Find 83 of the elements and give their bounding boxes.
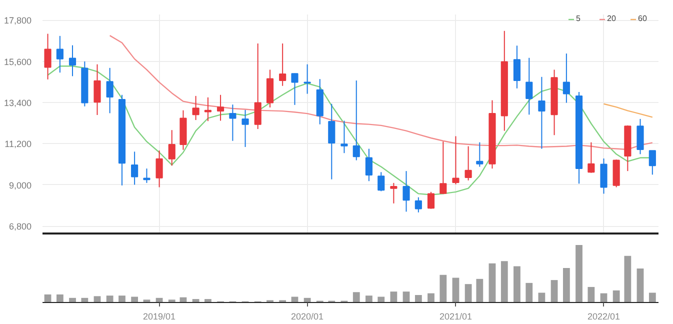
- candlestick: [513, 45, 521, 89]
- candlestick: [168, 130, 176, 166]
- candlestick: [464, 146, 472, 181]
- bar: [366, 296, 372, 302]
- legend-label: 5: [576, 14, 582, 23]
- bar: [488, 263, 496, 302]
- candlestick: [538, 76, 546, 150]
- candlestick: [352, 80, 360, 161]
- bar: [624, 256, 632, 302]
- bar: [550, 280, 558, 302]
- bar: [56, 294, 64, 302]
- candlestick: [414, 196, 422, 213]
- candlestick: [304, 64, 311, 94]
- candlestick: [216, 94, 224, 122]
- candlestick: [440, 141, 447, 195]
- candlestick: [94, 64, 101, 116]
- candlestick: [106, 67, 114, 114]
- candlestick: [648, 150, 656, 176]
- candlestick: [562, 53, 570, 104]
- bar: [576, 244, 582, 302]
- bar: [464, 284, 472, 302]
- bar: [452, 278, 460, 302]
- candlestick: [328, 103, 336, 180]
- candlestick: [427, 191, 435, 210]
- y-tick-label: 15,600: [4, 56, 32, 67]
- candlestick: [378, 172, 385, 192]
- candlestick: [68, 44, 76, 77]
- y-tick-label: 13,400: [4, 98, 32, 108]
- bar: [514, 266, 520, 302]
- bar: [118, 296, 126, 302]
- candlestick: [291, 72, 298, 106]
- bar: [588, 286, 595, 302]
- candlestick: [143, 168, 150, 184]
- bar: [612, 290, 620, 302]
- bar: [291, 296, 298, 302]
- line-series: [603, 103, 654, 118]
- candlestick: [279, 42, 286, 86]
- x-tick-label: 2019/01: [143, 312, 176, 322]
- bar: [636, 268, 644, 302]
- candlestick: [526, 57, 533, 116]
- candlestick: [390, 182, 398, 204]
- candlestick: [476, 142, 484, 168]
- y-tick-label: 11,200: [4, 139, 32, 150]
- x-tick-label: 2021/01: [439, 312, 472, 322]
- bar: [440, 274, 447, 302]
- bar: [106, 296, 114, 302]
- candlestick: [600, 158, 608, 194]
- candlestick: [44, 33, 52, 80]
- candlestick: [192, 95, 200, 121]
- bar: [500, 261, 508, 302]
- bar: [414, 295, 422, 302]
- bar: [563, 268, 570, 302]
- candlestick: [131, 151, 138, 186]
- bar: [352, 292, 360, 302]
- y-tick-label: 6,800: [8, 222, 32, 232]
- bar: [390, 292, 398, 302]
- bar: [648, 292, 656, 302]
- candlestick: [56, 35, 64, 74]
- candlestick: [254, 42, 262, 130]
- legend-label: 60: [638, 14, 648, 23]
- y-tick-label: 9,000: [8, 180, 32, 190]
- bar: [538, 292, 546, 302]
- candlestick: [636, 118, 644, 155]
- candlestick: [588, 142, 595, 174]
- candlestick: [340, 120, 348, 154]
- candlestick: [156, 150, 163, 188]
- legend-label: 20: [607, 14, 617, 23]
- bar: [476, 278, 484, 302]
- bar: [131, 296, 138, 302]
- candlestick: [365, 148, 372, 182]
- line-series: [109, 34, 654, 150]
- bar: [402, 292, 410, 302]
- candlestick: [204, 96, 212, 122]
- candlestick: [452, 136, 460, 185]
- bar: [526, 282, 533, 302]
- candlestick: [242, 109, 249, 148]
- y-tick-label: 17,800: [4, 16, 32, 26]
- bar: [428, 293, 434, 302]
- x-tick-label: 2020/01: [291, 312, 324, 322]
- x-tick-label: 2022/01: [587, 312, 620, 322]
- candlestick: [229, 104, 236, 142]
- candlestick: [402, 170, 410, 212]
- bar: [378, 296, 385, 302]
